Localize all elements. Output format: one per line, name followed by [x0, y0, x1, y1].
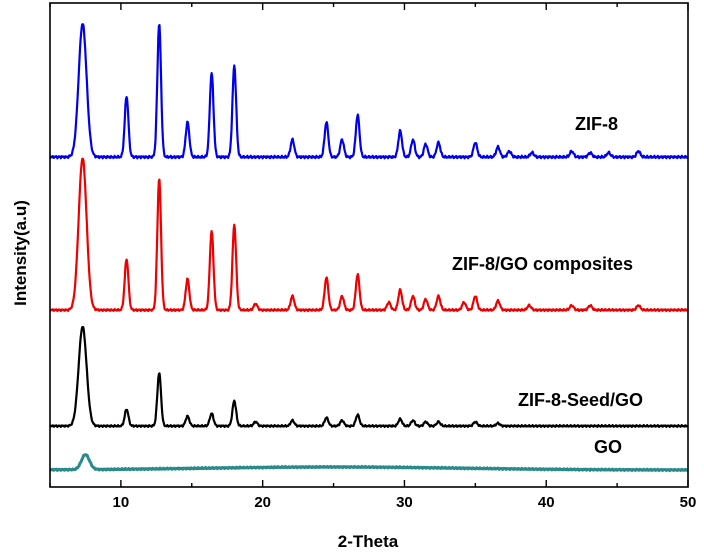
x-tick-label: 40	[538, 494, 555, 511]
x-tick-label: 10	[113, 494, 130, 511]
x-axis-label: 2-Theta	[338, 532, 399, 551]
series-label-zif8-go-composites: ZIF-8/GO composites	[452, 254, 633, 274]
plot-frame	[49, 2, 689, 488]
plot-area	[49, 23, 689, 473]
series-line-4	[49, 453, 689, 473]
series-line-2	[49, 157, 689, 313]
series-label-zif8: ZIF-8	[575, 114, 618, 134]
series-line-3	[49, 325, 689, 428]
x-tick-label: 20	[254, 494, 271, 511]
x-tick-label: 30	[396, 494, 413, 511]
series-label-zif8-seed-go: ZIF-8-Seed/GO	[518, 390, 643, 410]
axes: 10 20 30 40 50	[49, 2, 697, 511]
y-axis-label: Intensity(a.u)	[11, 200, 30, 306]
series-label-go: GO	[594, 437, 622, 457]
series-line-1	[49, 23, 689, 160]
labels: 2-Theta Intensity(a.u) ZIF-8 ZIF-8/GO co…	[11, 114, 643, 551]
x-tick-label: 50	[680, 494, 697, 511]
